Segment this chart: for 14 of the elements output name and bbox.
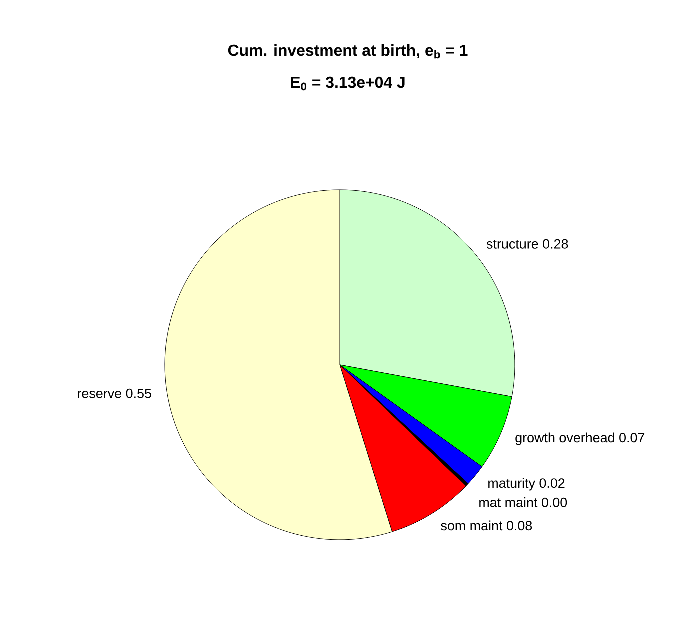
data-label: 0.07 xyxy=(620,433,645,443)
slice-label: structure xyxy=(486,240,538,249)
slice-label: mat maint xyxy=(480,498,538,508)
slice-label: reserve xyxy=(78,390,122,398)
chart-title: Cum. investment at birth, e$_{b}$ = 1 xyxy=(228,44,468,59)
slice-label: som maint xyxy=(441,520,503,531)
data-label: 0.55 xyxy=(126,388,152,398)
slice-label: growth overhead xyxy=(516,432,614,446)
data-label: 0.08 xyxy=(507,521,532,531)
data-label: 0.00 xyxy=(542,498,568,508)
data-label: 0.28 xyxy=(543,239,568,249)
slice-label: maturity xyxy=(488,478,536,491)
chart-subtitle: E$_{0}$ = 3.13e+04 J xyxy=(291,76,405,91)
data-label: 0.02 xyxy=(540,478,565,488)
